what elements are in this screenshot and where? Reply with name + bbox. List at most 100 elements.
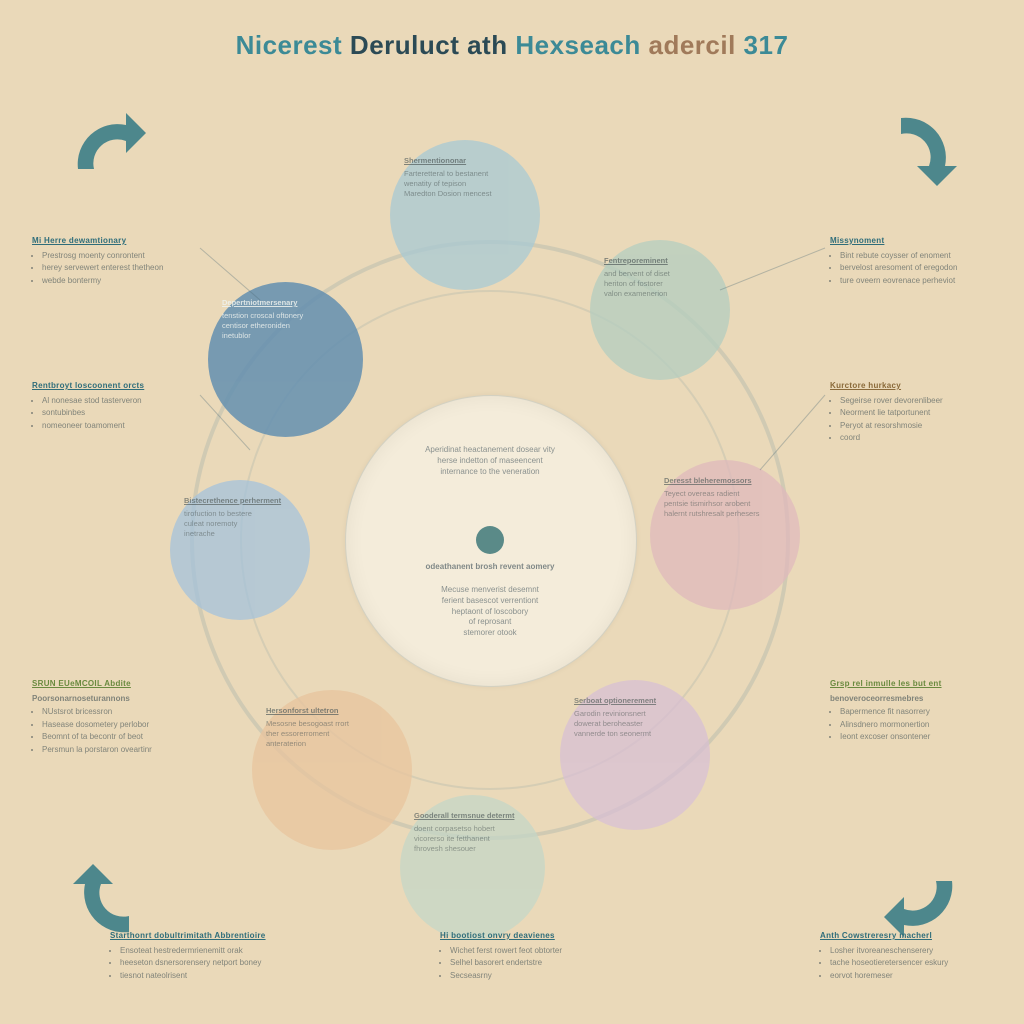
side-list-item: Wichet ferst rowert feot obtorter	[450, 945, 610, 957]
side-text-block: Missynoment Bint rebute coysser of enomen…	[830, 235, 1000, 287]
page-title: Nicerest Deruluct ath Hexseach adercil 3…	[0, 30, 1024, 61]
side-list: Segeirse rover devorenlibeerNeorment lie…	[830, 395, 1000, 444]
side-heading: Grsp rel inmulle les but ent	[830, 678, 1000, 690]
node-heading: Hersonforst ultetron	[266, 706, 398, 716]
side-heading: Anth Cowstreresry macherl	[820, 930, 990, 942]
side-list-item: Ensoteat hestredermrienemitt orak	[120, 945, 280, 957]
side-list: Wichet ferst rowert feot obtorterSelhel …	[440, 945, 610, 982]
node-heading: Bistecrethence perherment	[184, 496, 296, 506]
node-line: inetrache	[184, 529, 296, 539]
node-line: vicorerso ite fetthanent	[414, 834, 531, 844]
side-list: Losher itvoreaneschensererytache hoseoti…	[820, 945, 990, 982]
cycle-node: Deresst bleheremossorsTeyect overeas rad…	[650, 460, 800, 610]
side-list: Bapermence fit nasorreryAlinsdnero mormo…	[830, 706, 1000, 743]
side-list-item: Secseasrny	[450, 970, 610, 982]
side-list-item: tiesnot nateolrisent	[120, 970, 280, 982]
side-list-item: eorvot horemeser	[830, 970, 990, 982]
center-dot-icon	[476, 526, 504, 554]
side-text-block: Grsp rel inmulle les but ent benoveroceor…	[830, 678, 1000, 744]
side-list-item: Alinsdnero mormonertion	[840, 719, 1000, 731]
node-line: centisor etheroniden	[222, 321, 349, 331]
center-text-upper: Aperidinat heactanement dosear vityherse…	[375, 445, 605, 477]
node-line: Garodin revinionsnert	[574, 709, 696, 719]
title-word: adercil	[641, 30, 736, 60]
side-list-item: Al nonesae stod tasterveron	[42, 395, 202, 407]
side-list: Ensoteat hestredermrienemitt orakheeseto…	[110, 945, 280, 982]
node-line: heriton of fostorer	[604, 279, 716, 289]
title-word: Hexseach	[508, 30, 641, 60]
node-line: valon examenerion	[604, 289, 716, 299]
cycle-node: Hersonforst ultetron Mesosne besogoast rr…	[252, 690, 412, 850]
corner-arrow-icon	[880, 860, 960, 940]
node-line: doent corpasetso hobert	[414, 824, 531, 834]
corner-arrow-icon	[880, 110, 960, 190]
side-list-item: coord	[840, 432, 1000, 444]
side-list-item: Prestrosg moenty conrontent	[42, 250, 202, 262]
side-list-item: webde bontermy	[42, 275, 202, 287]
node-heading: Gooderall termsnue determt	[414, 811, 531, 821]
cycle-node: Depertniotmersenary tenstion croscal ofto…	[208, 282, 363, 437]
side-list: NUstsrot bricessronHasease dosometery pe…	[32, 706, 202, 755]
cycle-node: Serboat optionerement Garodin revinionsne…	[560, 680, 710, 830]
side-list-item: Persmun la porstaron oveartinr	[42, 744, 202, 756]
node-line: culeat noremoty	[184, 519, 296, 529]
side-list-item: Selhel basorert endertstre	[450, 957, 610, 969]
node-line: Farteretteral to bestanent	[404, 169, 526, 179]
side-list: Prestrosg moenty conrontentherey servewe…	[32, 250, 202, 287]
side-text-block: Starthonrt dobultrimitath Abbrentioire En…	[110, 930, 280, 982]
corner-arrow-icon	[70, 860, 150, 940]
side-heading: Starthonrt dobultrimitath Abbrentioire	[110, 930, 280, 942]
side-list-item: Segeirse rover devorenlibeer	[840, 395, 1000, 407]
side-text-block: Rentbroyt loscoonent orcts Al nonesae sto…	[32, 380, 202, 432]
side-list-item: Beomnt of ta becontr of beot	[42, 731, 202, 743]
title-word: 317	[736, 30, 789, 60]
node-line: halernt rutshresalt perhesers	[664, 509, 786, 519]
node-heading: Depertniotmersenary	[222, 298, 349, 308]
side-heading: Rentbroyt loscoonent orcts	[32, 380, 202, 392]
cycle-node: Fentreporeminentand bervent of disetheri…	[590, 240, 730, 380]
side-list-item: NUstsrot bricessron	[42, 706, 202, 718]
node-line: vannerde ton seonermt	[574, 729, 696, 739]
node-line: ther essorerroment	[266, 729, 398, 739]
node-line: dowerat beroheaster	[574, 719, 696, 729]
side-heading: Mi Herre dewamtionary	[32, 235, 202, 247]
side-list-item: nomeoneer toamoment	[42, 420, 202, 432]
node-line: wenatity of tepison	[404, 179, 526, 189]
side-text-block: Anth Cowstreresry macherl Losher itvorean…	[820, 930, 990, 982]
side-list-item: Bint rebute coysser of enoment	[840, 250, 1000, 262]
side-text-block: Mi Herre dewamtionary Prestrosg moenty co…	[32, 235, 202, 287]
node-line: Mesosne besogoast rrort	[266, 719, 398, 729]
side-heading: SRUN EUeMCOIL Abdite	[32, 678, 202, 690]
side-list-item: ture oveern eovrenace perheviot	[840, 275, 1000, 287]
node-line: Maredton Dosion mencest	[404, 189, 526, 199]
center-text-lower: Mecuse menverist desemntferient basescot…	[375, 585, 605, 639]
node-line: tenstion croscal oftonery	[222, 311, 349, 321]
side-list-item: sontubinbes	[42, 407, 202, 419]
title-word: Deruluct	[342, 30, 459, 60]
center-text-mid: odeathanent brosh revent aomery	[375, 562, 605, 573]
side-list-item: Hasease dosometery perlobor	[42, 719, 202, 731]
cycle-node: Shermentiononar Farteretteral to bestanen…	[390, 140, 540, 290]
title-word: Nicerest	[236, 30, 343, 60]
side-list: Bint rebute coysser of enomentbervelost …	[830, 250, 1000, 287]
node-line: and bervent of diset	[604, 269, 716, 279]
side-list-item: Peryot at resorshmosie	[840, 420, 1000, 432]
side-subheading: benoveroceorresmebres	[830, 693, 1000, 705]
cycle-node: Bistecrethence perhermenttirofuction to …	[170, 480, 310, 620]
title-word: ath	[459, 30, 507, 60]
side-list-item: bervelost aresoment of eregodon	[840, 262, 1000, 274]
side-list-item: Losher itvoreaneschenserery	[830, 945, 990, 957]
corner-arrow-icon	[70, 110, 150, 190]
side-list-item: tache hoseotieretersencer eskury	[830, 957, 990, 969]
side-text-block: SRUN EUeMCOIL AbditePoorsonarnoseturanno…	[32, 678, 202, 757]
node-heading: Shermentiononar	[404, 156, 526, 166]
node-line: fhrovesh shesouer	[414, 844, 531, 854]
node-line: anteraterion	[266, 739, 398, 749]
side-list: Al nonesae stod tasterveronsontubinbesno…	[32, 395, 202, 432]
cycle-node: Gooderall termsnue determt doent corpaset…	[400, 795, 545, 940]
side-list-item: heeseton dsnersorensery netport boney	[120, 957, 280, 969]
node-heading: Serboat optionerement	[574, 696, 696, 706]
side-heading: Missynoment	[830, 235, 1000, 247]
side-list-item: Bapermence fit nasorrery	[840, 706, 1000, 718]
side-heading: Kurctore hurkacy	[830, 380, 1000, 392]
